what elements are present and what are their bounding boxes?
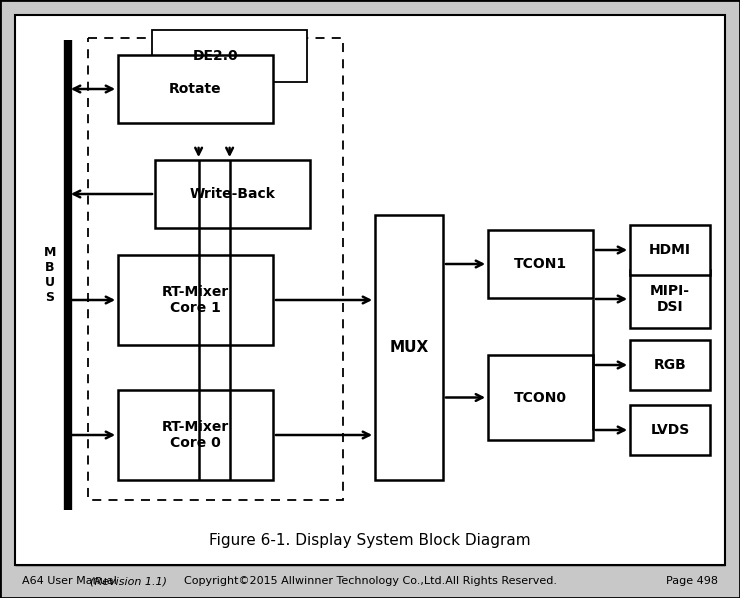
Bar	[155, 160, 310, 228]
Bar	[118, 390, 273, 480]
Bar	[88, 38, 343, 500]
Text: (Revision 1.1): (Revision 1.1)	[90, 576, 167, 587]
Text: Rotate: Rotate	[169, 82, 222, 96]
Bar	[630, 340, 710, 390]
Bar	[375, 215, 443, 480]
Text: MIPI-
DSI: MIPI- DSI	[650, 284, 690, 314]
Text: Figure 6-1. Display System Block Diagram: Figure 6-1. Display System Block Diagram	[209, 532, 531, 548]
Text: M
B
U
S: M B U S	[44, 246, 56, 304]
Text: RGB: RGB	[653, 358, 687, 372]
Bar	[118, 255, 273, 345]
Bar	[488, 355, 593, 440]
Text: RT-Mixer
Core 1: RT-Mixer Core 1	[162, 285, 229, 315]
Text: RT-Mixer
Core 0: RT-Mixer Core 0	[162, 420, 229, 450]
Bar	[118, 55, 273, 123]
Text: DE2.0: DE2.0	[192, 49, 238, 63]
Bar	[488, 230, 593, 298]
Text: TCON1: TCON1	[514, 257, 567, 271]
Bar	[630, 270, 710, 328]
Text: A64 User Manual: A64 User Manual	[22, 576, 117, 587]
Bar	[630, 405, 710, 455]
Text: Copyright©2015 Allwinner Technology Co.,Ltd.All Rights Reserved.: Copyright©2015 Allwinner Technology Co.,…	[184, 576, 556, 587]
Text: Write-Back: Write-Back	[189, 187, 275, 201]
Bar	[630, 225, 710, 275]
Text: LVDS: LVDS	[650, 423, 690, 437]
Text: HDMI: HDMI	[649, 243, 691, 257]
Bar	[152, 30, 307, 82]
Text: MUX: MUX	[389, 340, 428, 355]
Text: Page 498: Page 498	[666, 576, 718, 587]
Text: TCON0: TCON0	[514, 390, 567, 404]
